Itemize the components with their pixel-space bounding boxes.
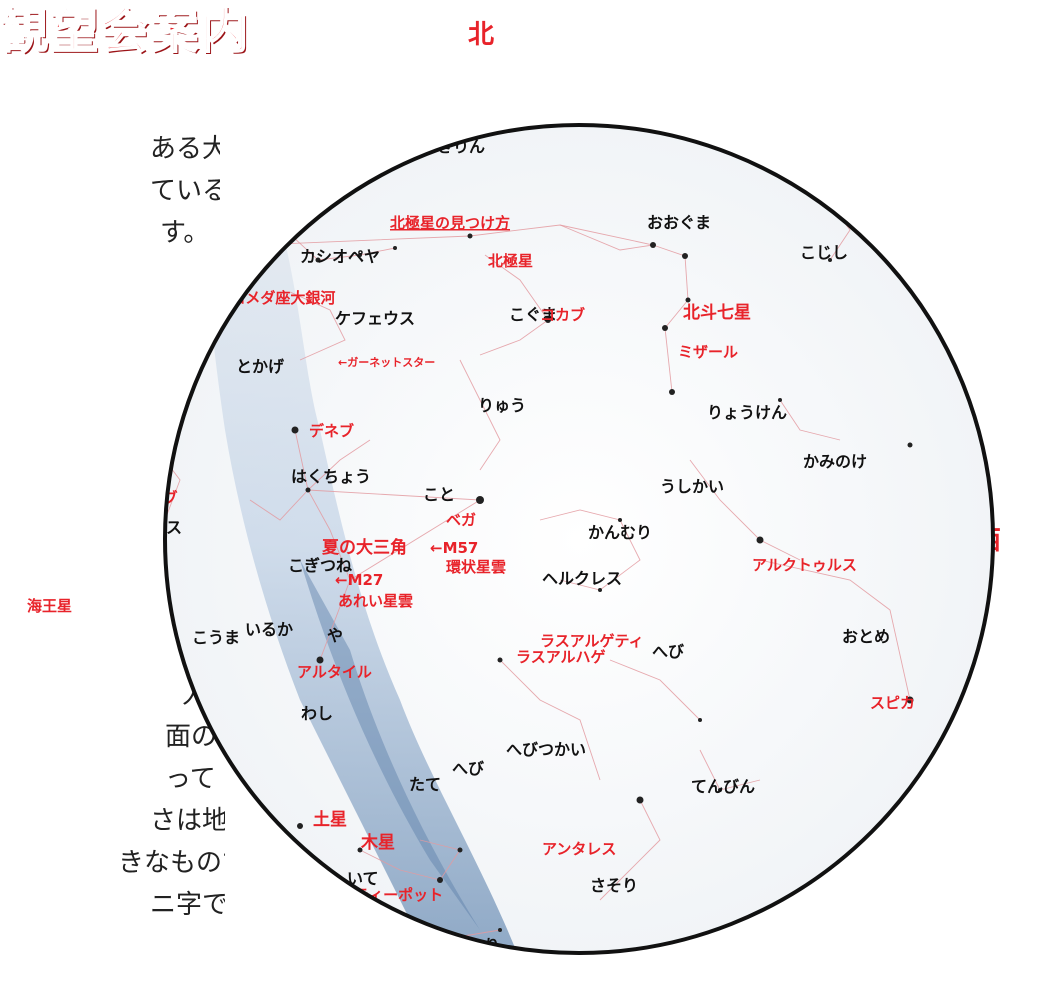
label-rasalhague: ラスアルハゲ (516, 648, 606, 666)
label-antares: アンタレス (542, 840, 616, 858)
label-scutum: たて (409, 775, 441, 794)
label-sagittarius: いて (347, 869, 379, 888)
label-altair: アルタイル (297, 663, 372, 681)
north-label: 北 (468, 20, 495, 50)
label-canes-venatici: りょうけん (707, 403, 787, 422)
left-text-line: って (165, 764, 216, 794)
left-text-line: す。 (160, 218, 210, 248)
label-cygnus: はくちょう (291, 467, 371, 486)
label-andromeda-galaxy: アンドロメダ座大銀河 (186, 289, 335, 307)
label-serpens-cauda: へび (452, 759, 485, 778)
label-kochab: コカブ (540, 306, 585, 324)
label-hercules: ヘルクレス (542, 569, 622, 588)
horizon-circle (163, 123, 995, 955)
label-m57: ←M57 (430, 539, 478, 557)
label-virgo: おとめ (842, 627, 890, 646)
milky-way (190, 130, 520, 953)
label-leo-minor: こじし (800, 243, 848, 262)
left-text-line: きなものです。 (118, 848, 225, 878)
label-summer-triangle: 夏の大三角 (322, 537, 407, 558)
label-jupiter: 木星 (360, 832, 395, 853)
label-how-to-find-polaris: 北極星の見つけ方 (390, 214, 510, 232)
left-text-line: ている (150, 176, 220, 206)
label-equuleus: こうま (192, 628, 240, 647)
label-aquila: わし (301, 704, 333, 723)
label-ursa-major: おおぐま (647, 213, 711, 232)
label-double-cluster: ←二重星団 (310, 165, 363, 179)
label-arcturus: アルクトゥルス (752, 556, 857, 574)
label-garnet-star: ←ガーネットスター (338, 355, 435, 369)
left-text-line: さは地 (150, 806, 225, 836)
label-delphinus: いるか (245, 620, 293, 639)
label-libra: てんびん (691, 777, 755, 796)
label-lacerta: とかげ (236, 357, 285, 376)
label-draco: りゅう (478, 396, 526, 415)
left-text-top: ある大惑星 ている す。 (0, 128, 220, 254)
label-aquarius: みずがめ (40, 667, 104, 686)
label-spica: スピカ (870, 694, 915, 712)
label-vega: ベガ (446, 511, 476, 529)
label-coma-berenices: かみのけ (803, 452, 867, 471)
label-saturn: 土星 (313, 809, 347, 830)
label-rasalgethi: ラスアルゲティ (540, 632, 644, 650)
label-big-dipper: 北斗七星 (683, 303, 751, 323)
label-pegasus: ペガスス (118, 518, 182, 537)
label-polaris: 北極星 (488, 252, 533, 270)
label-ring-nebula: 環状星雲 (446, 558, 506, 576)
label-dumbbell-nebula: あれい星雲 (338, 592, 413, 610)
label-capricornus: やぎ (200, 795, 232, 814)
title-banner: 観望会案内 (0, 0, 306, 66)
label-neptune: 海王星 (27, 597, 72, 615)
milky-way-core (300, 560, 480, 930)
label-deneb: デネブ (309, 422, 354, 440)
label-m31: ←M31 (187, 269, 235, 287)
label-m27: ←M27 (335, 571, 383, 589)
label-cassiopeia: カシオペヤ (300, 247, 380, 266)
label-mizar: ミザール (678, 343, 738, 361)
label-serpens: へび (652, 642, 685, 661)
label-corona-australis: みなみのかんむり (372, 936, 500, 955)
label-cepheus: ケフェウス (335, 309, 415, 328)
label-bootes: うしかい (660, 477, 724, 496)
page-title: 観望会案内 (0, 2, 251, 60)
label-scorpius: さそり (590, 876, 638, 895)
left-text-line: ニ字です。と (150, 890, 225, 920)
left-text-line: ある大惑星 (150, 134, 220, 164)
label-perseus: ペルセウス (302, 113, 382, 132)
label-lyra: こと (423, 485, 455, 504)
label-andromeda: アンドロメダ (124, 303, 219, 322)
label-corona-borealis: かんむり (588, 523, 652, 542)
label-sagitta: や (327, 626, 343, 645)
label-ursa-minor: こぐま (509, 305, 557, 324)
label-ophiuchus: へびつかい (506, 740, 586, 759)
label-mirfak: アルマク (206, 173, 266, 191)
label-vulpecula: こぎつね (288, 556, 352, 575)
